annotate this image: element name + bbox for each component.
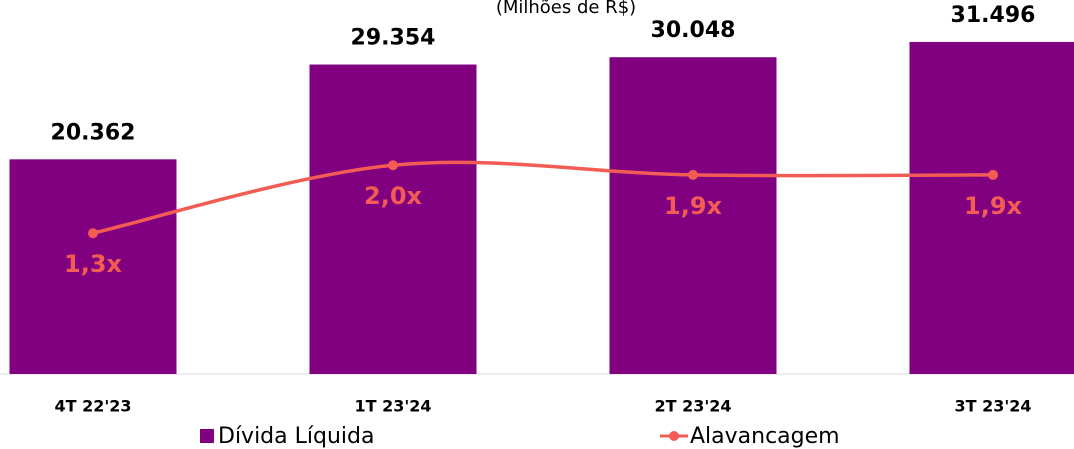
line-value-label: 2,0x <box>364 182 423 210</box>
x-tick-label: 2T 23'24 <box>654 397 731 416</box>
bar-value-label: 20.362 <box>51 120 136 145</box>
legend-swatch <box>200 429 214 443</box>
bar-value-label: 29.354 <box>351 26 436 51</box>
bar <box>909 41 1074 375</box>
legend-label: Alavancagem <box>690 424 840 449</box>
line-point <box>688 169 698 180</box>
bar-value-label: 31.496 <box>951 3 1036 28</box>
line-point <box>388 160 398 171</box>
legend-swatch <box>669 431 679 441</box>
x-tick-label: 4T 22'23 <box>54 397 131 416</box>
line-value-label: 1,9x <box>964 192 1023 220</box>
bar-value-label: 30.048 <box>651 18 736 43</box>
bar <box>309 64 477 375</box>
line-value-label: 1,9x <box>664 192 723 220</box>
legend-label: Dívida Líquida <box>218 424 374 449</box>
line-point <box>988 169 998 180</box>
x-tick-label: 1T 23'24 <box>354 397 431 416</box>
bar <box>609 57 777 375</box>
line-point <box>88 228 98 239</box>
line-value-label: 1,3x <box>64 250 123 278</box>
chart-subtitle: (Milhões de R$) <box>496 0 636 18</box>
bar <box>9 159 177 374</box>
x-tick-label: 3T 23'24 <box>954 397 1031 416</box>
line <box>92 160 994 235</box>
